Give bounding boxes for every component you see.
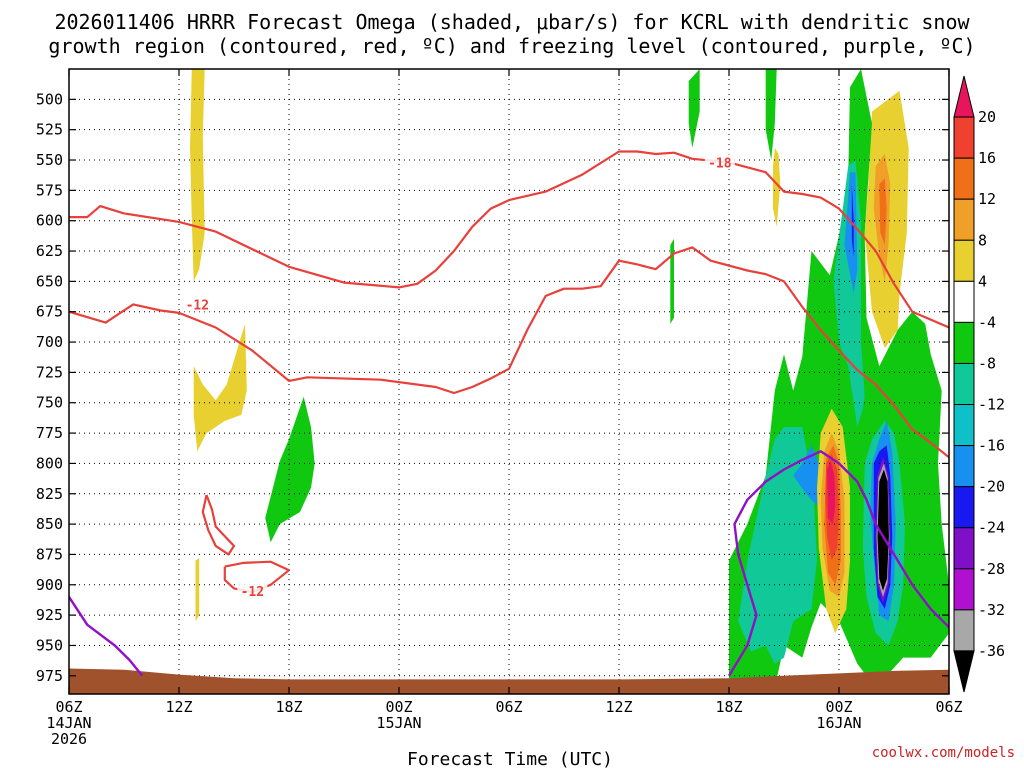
colorbar-label: -8 bbox=[978, 354, 996, 372]
freezing-level-contour-1 bbox=[727, 450, 949, 677]
contour-label-bg bbox=[182, 296, 213, 312]
dendritic-contour-1 bbox=[69, 246, 949, 459]
omega-region-8 bbox=[765, 69, 777, 160]
axes: 500 525 550 575 600 625 650 675 700 725 750 775 800 8… bbox=[36, 68, 963, 748]
y-tick-label: 825 bbox=[36, 485, 63, 503]
omega-region-1 bbox=[193, 323, 247, 452]
colorbar-label: 12 bbox=[978, 190, 996, 208]
contour-label-bg bbox=[237, 582, 268, 598]
x-tick-label: 15JAN bbox=[376, 714, 421, 732]
freezing-level-contour-0 bbox=[69, 596, 144, 677]
colorbar-label: 4 bbox=[978, 272, 987, 290]
x-tick-label: 12Z bbox=[165, 698, 192, 716]
omega-region-3 bbox=[773, 147, 781, 227]
colorbar-label: -36 bbox=[978, 642, 1005, 660]
omega-region-10 bbox=[738, 427, 817, 664]
x-tick-label: 06Z bbox=[495, 698, 522, 716]
colorbar-bin bbox=[953, 198, 975, 241]
omega-region-0 bbox=[190, 69, 205, 282]
colorbar-bin bbox=[953, 568, 975, 611]
y-tick-label: 875 bbox=[36, 545, 63, 563]
y-tick-label: 850 bbox=[36, 515, 63, 533]
x-tick-label: 16JAN bbox=[816, 714, 861, 732]
contour-label: -18 bbox=[708, 156, 732, 171]
colorbar-bin bbox=[953, 527, 975, 570]
omega-region-14 bbox=[844, 172, 858, 294]
x-axis-label: Forecast Time (UTC) bbox=[407, 749, 613, 768]
colorbar-bin bbox=[953, 116, 975, 159]
colorbar-label: -4 bbox=[978, 313, 996, 331]
y-tick-label: 550 bbox=[36, 151, 63, 169]
colorbar-label: -20 bbox=[978, 478, 1005, 496]
colorbar-bin bbox=[953, 609, 975, 652]
colorbar-bin bbox=[953, 321, 975, 364]
colorbar-label: 16 bbox=[978, 149, 996, 167]
y-tick-label: 950 bbox=[36, 636, 63, 654]
omega-region-11 bbox=[833, 160, 865, 427]
colorbar-bin bbox=[953, 75, 975, 118]
chart-title-line2: growth region (contoured, red, ºC) and f… bbox=[48, 34, 975, 58]
x-tick-label: 06Z bbox=[55, 698, 82, 716]
y-tick-label: 725 bbox=[36, 363, 63, 381]
colorbar-label: -24 bbox=[978, 519, 1005, 537]
contour-label: -12 bbox=[186, 298, 209, 313]
x-tick-label: 00Z bbox=[825, 698, 852, 716]
dendritic-contour-2 bbox=[223, 560, 291, 594]
omega-region-25 bbox=[827, 461, 836, 525]
y-tick-label: 500 bbox=[36, 90, 63, 108]
colorbar-bin bbox=[953, 239, 975, 282]
x-tick-label: 12Z bbox=[605, 698, 632, 716]
plot-area: -18 -12 -12 bbox=[69, 69, 949, 694]
y-tick-label: 600 bbox=[36, 212, 63, 230]
x-tick-label: 2026 bbox=[51, 730, 87, 748]
y-tick-label: 675 bbox=[36, 303, 63, 321]
contour-label-bg bbox=[704, 154, 735, 170]
y-tick-label: 525 bbox=[36, 121, 63, 139]
colorbar-label: 8 bbox=[978, 231, 987, 249]
colorbar-bin bbox=[953, 404, 975, 447]
y-tick-label: 775 bbox=[36, 424, 63, 442]
omega-region-27 bbox=[879, 178, 887, 245]
omega-region-2 bbox=[195, 558, 200, 622]
y-tick-label: 575 bbox=[36, 181, 63, 199]
colorbar-label: -16 bbox=[978, 437, 1005, 455]
colorbar-label: 20 bbox=[978, 108, 996, 126]
colorbar-bin bbox=[953, 362, 975, 406]
omega-region-7 bbox=[688, 69, 700, 148]
omega-region-16 bbox=[851, 184, 854, 258]
omega-region-6 bbox=[670, 238, 674, 324]
omega-region-13 bbox=[793, 445, 825, 506]
y-tick-label: 650 bbox=[36, 272, 63, 290]
dendritic-contour-0 bbox=[69, 150, 949, 329]
contour-label: -12 bbox=[241, 585, 264, 600]
chart-title-line1: 2026011406 HRRR Forecast Omega (shaded, … bbox=[54, 10, 970, 34]
x-tick-label: 06Z bbox=[935, 698, 962, 716]
y-tick-label: 700 bbox=[36, 333, 63, 351]
colorbar-label: -28 bbox=[978, 560, 1005, 578]
colorbar: 20 16 12 8 4 -4 -8 -12 -16 -20 -24 -28 -32 -36 bbox=[953, 75, 1005, 693]
colorbar-bin bbox=[953, 486, 975, 529]
credit-text: coolwx.com/models bbox=[872, 745, 1015, 761]
omega-region-20 bbox=[877, 469, 889, 591]
dendritic-contour-3 bbox=[201, 494, 236, 556]
colorbar-label: -32 bbox=[978, 601, 1005, 619]
y-tick-label: 625 bbox=[36, 242, 63, 260]
x-tick-label: 14JAN bbox=[46, 714, 91, 732]
y-tick-label: 975 bbox=[36, 667, 63, 685]
colorbar-bin bbox=[953, 650, 975, 693]
y-tick-label: 750 bbox=[36, 394, 63, 412]
y-tick-label: 900 bbox=[36, 576, 63, 594]
x-tick-label: 18Z bbox=[715, 698, 742, 716]
colorbar-bin bbox=[953, 157, 975, 200]
y-tick-label: 800 bbox=[36, 454, 63, 472]
colorbar-bin bbox=[953, 280, 975, 323]
colorbar-label: -12 bbox=[978, 396, 1005, 414]
x-tick-label: 18Z bbox=[275, 698, 302, 716]
y-tick-label: 925 bbox=[36, 606, 63, 624]
x-tick-label: 00Z bbox=[385, 698, 412, 716]
omega-region-5 bbox=[265, 396, 315, 543]
colorbar-bin bbox=[953, 445, 975, 488]
